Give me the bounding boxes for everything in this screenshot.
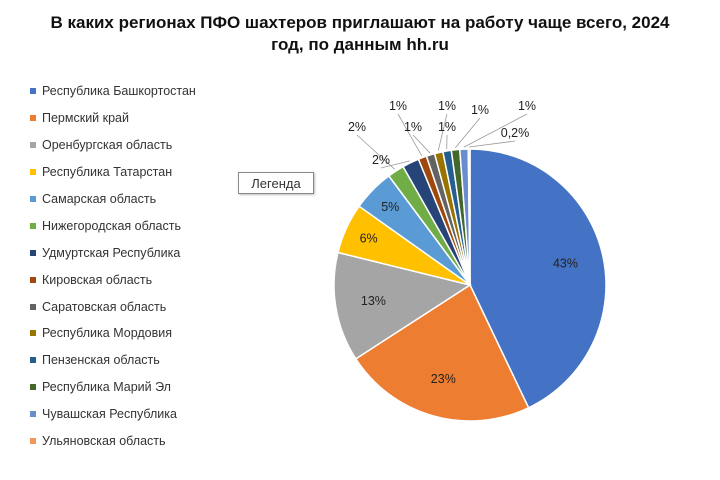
legend-swatch	[30, 303, 36, 310]
leader-line	[412, 134, 431, 154]
slice-label: 1%	[438, 120, 456, 134]
legend-label: Пензенская область	[42, 353, 160, 368]
slice-label: 1%	[438, 99, 456, 113]
leader-line	[463, 113, 528, 148]
legend-item: Удмуртская Республика	[30, 239, 270, 266]
legend-swatch	[30, 169, 36, 176]
leader-line	[397, 113, 423, 156]
legend-label: Нижегородская область	[42, 218, 181, 233]
legend-label: Пермский край	[42, 111, 129, 126]
legend-label: Оренбургская область	[42, 138, 173, 153]
leader-line	[437, 113, 448, 151]
slice-label: 0,2%	[501, 126, 530, 140]
legend-swatch	[30, 276, 36, 283]
legend-label: Кировская область	[42, 272, 153, 287]
slice-label: 1%	[471, 103, 489, 117]
legend-swatch	[30, 196, 36, 202]
legend-item: Республика Башкортостан	[30, 78, 270, 105]
pie-slice	[467, 148, 471, 286]
legend-swatch	[30, 411, 36, 418]
legend-label: Республика Марий Эл	[42, 380, 171, 395]
legend-label: Ульяновская область	[42, 434, 166, 449]
slice-label: 5%	[381, 200, 399, 214]
slice-label: 23%	[431, 372, 456, 386]
legend-swatch	[30, 142, 36, 149]
legend-swatch	[30, 384, 36, 391]
legend-item: Пензенская область	[30, 347, 270, 374]
legend-swatch	[30, 438, 36, 445]
legend-item: Саратовская область	[30, 293, 270, 320]
legend-swatch	[30, 115, 36, 122]
legend-label: Республика Башкортостан	[42, 84, 196, 99]
slice-label: 1%	[518, 99, 536, 113]
leader-line	[380, 160, 410, 169]
legend-item: Республика Татарстан	[30, 159, 270, 186]
legend-tooltip: Легенда	[238, 172, 314, 194]
leader-line	[356, 134, 396, 170]
legend-item: Самарская область	[30, 186, 270, 213]
legend-label: Республика Татарстан	[42, 165, 173, 180]
legend-swatch	[30, 222, 36, 229]
chart-title-line1: В каких регионах ПФО шахтеров приглашают…	[50, 13, 670, 32]
slice-label: 1%	[404, 120, 422, 134]
slice-label: 1%	[389, 99, 407, 113]
legend-label: Удмуртская Республика	[42, 245, 181, 260]
leader-line	[455, 117, 481, 149]
slice-label: 2%	[348, 120, 366, 134]
legend-swatch	[30, 249, 36, 256]
pie-slice	[333, 251, 472, 360]
chart-title: В каких регионах ПФО шахтеров приглашают…	[0, 12, 720, 56]
legend-item: Оренбургская область	[30, 132, 270, 159]
legend-label: Республика Мордовия	[42, 326, 172, 341]
legend-label: Чувашская Республика	[42, 407, 177, 422]
pie-slice	[469, 148, 607, 409]
legend-label: Саратовская область	[42, 299, 167, 314]
legend-item: Чувашская Республика	[30, 401, 270, 428]
slice-label: 13%	[361, 294, 386, 308]
slice-label: 6%	[360, 232, 378, 246]
slice-label: 2%	[372, 153, 390, 167]
pie-slice	[354, 283, 530, 422]
leader-line	[469, 140, 516, 148]
legend-swatch	[30, 357, 36, 364]
legend-swatch	[30, 88, 36, 95]
legend-swatch	[30, 330, 36, 337]
slice-label: 43%	[553, 256, 578, 270]
legend-item: Нижегородская область	[30, 212, 270, 239]
legend-item: Ульяновская область	[30, 428, 270, 455]
chart-legend: Республика Башкортостан Пермский край Орен…	[30, 78, 270, 454]
legend-item: Кировская область	[30, 266, 270, 293]
legend-item: Пермский край	[30, 105, 270, 132]
chart-title-line2: год, по данным hh.ru	[271, 35, 449, 54]
legend-label: Самарская область	[42, 192, 157, 206]
legend-item: Республика Марий Эл	[30, 374, 270, 401]
legend-item: Республика Мордовия	[30, 320, 270, 347]
